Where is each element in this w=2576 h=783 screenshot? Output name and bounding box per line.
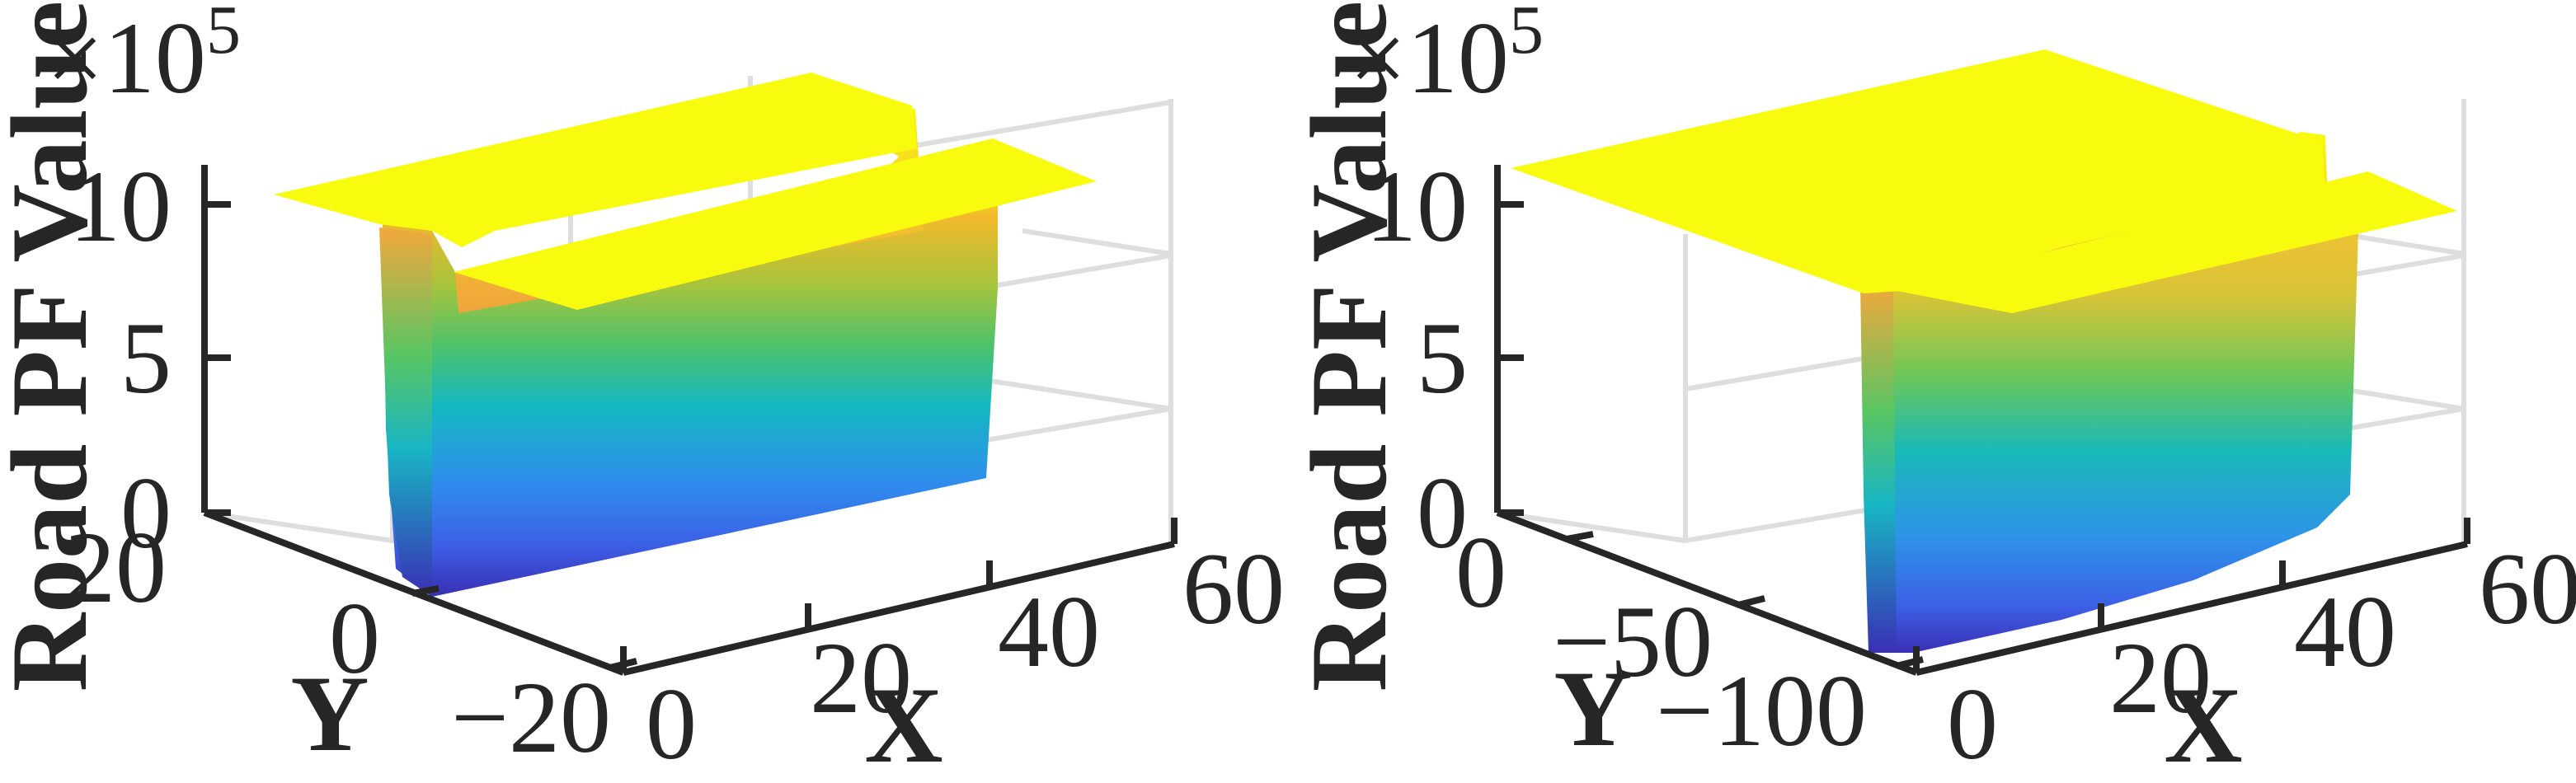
ticks-left (204, 201, 1178, 673)
z-multiplier-right: ×105 (1349, 0, 1544, 115)
x-tick-left-60: 60 (1182, 532, 1285, 645)
y-tick-left-neg20: −20 (451, 661, 611, 774)
x-tick-right-40: 40 (2294, 575, 2396, 688)
y-tick-right-neg50: −50 (1553, 585, 1713, 698)
surface-right-plateau-right (1893, 171, 2457, 313)
surface-right-plateau (1511, 49, 2325, 293)
z-axis-label-right: Road PF Value (1288, 1, 1409, 692)
z-tick-right-10: 10 (1366, 150, 1468, 263)
x-axis-label-left: X (864, 664, 942, 783)
y-tick-right-neg100: −100 (1656, 654, 1867, 767)
x-tick-left-40: 40 (998, 575, 1100, 688)
panel-left: ×105 Road PF Value 10 5 0 20 0 −20 Y 0 2… (0, 0, 1285, 783)
surface-right-face (1864, 206, 2358, 653)
surface-left-wall (379, 227, 432, 597)
surface-right (1511, 49, 2457, 653)
surface-left (274, 73, 1097, 597)
z-tick-right-0: 0 (1417, 457, 1468, 570)
z-tick-left-10: 10 (69, 150, 172, 263)
y-tick-right-0: 0 (1455, 516, 1507, 629)
ticks-right (1497, 201, 2470, 673)
x-tick-right-60: 60 (2479, 532, 2576, 645)
surface-right-wall (1860, 284, 1897, 653)
y-tick-left-0: 0 (329, 582, 380, 695)
z-multiplier-left: ×105 (46, 0, 241, 115)
z-axis-label-left: Road PF Value (0, 1, 110, 692)
surface-left-plateau (274, 73, 917, 247)
y-axis-label-right: Y (1554, 648, 1632, 769)
surface-left-plateau-right (454, 138, 1097, 310)
z-tick-left-5: 5 (120, 302, 172, 415)
x-tick-right-20: 20 (2109, 621, 2212, 734)
z-tick-left-0: 0 (120, 457, 172, 570)
z-tick-right-5: 5 (1417, 302, 1468, 415)
x-tick-right-0: 0 (1947, 668, 1998, 781)
x-axis-label-right: X (2164, 664, 2242, 783)
panel-right: ×105 Road PF Value 10 5 0 0 −50 −100 Y 0… (1288, 0, 2576, 783)
x-tick-left-20: 20 (810, 621, 912, 734)
y-tick-left-20: 20 (64, 511, 167, 624)
y-axis-label-left: Y (290, 653, 369, 774)
x-tick-left-0: 0 (646, 668, 697, 781)
